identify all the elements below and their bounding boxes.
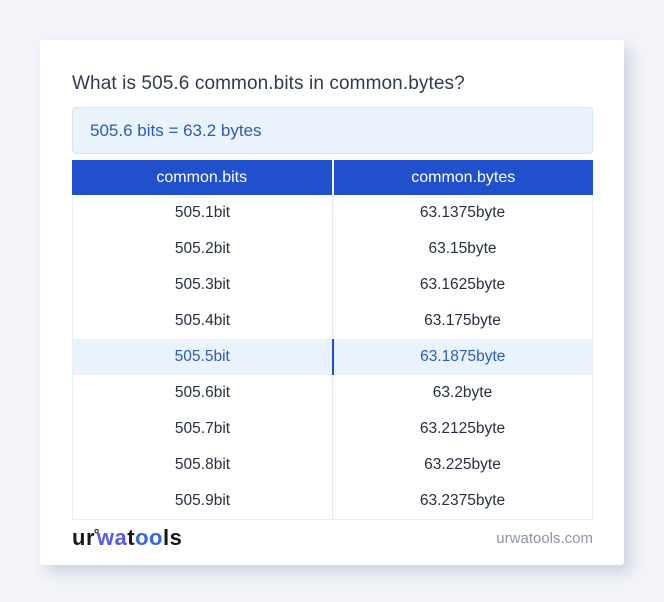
conversion-result-text: 505.6 bits = 63.2 bytes (90, 120, 262, 140)
bits-value-cell[interactable]: 505.6bit (73, 375, 333, 411)
table-row: 505.9bit 63.2375byte (73, 483, 592, 519)
table-row: 505.4bit 63.175byte (73, 303, 592, 339)
column-header-bits: common.bits (72, 160, 334, 195)
bits-value-cell[interactable]: 505.9bit (73, 483, 333, 519)
converter-card: What is 505.6 common.bits in common.byte… (40, 40, 624, 565)
table-row: 505.6bit 63.2byte (73, 375, 592, 411)
table-row: 505.5bit 63.1875byte (73, 339, 592, 375)
bytes-value-cell[interactable]: 63.1875byte (420, 348, 506, 365)
conversion-table-header: common.bits common.bytes (72, 160, 593, 195)
column-header-bytes: common.bytes (411, 168, 516, 186)
logo-text-segment: t (127, 525, 136, 550)
table-row: 505.7bit 63.2125byte (73, 411, 592, 447)
table-row: 505.1bit 63.1375byte (73, 195, 592, 231)
conversion-table: common.bits common.bytes 505.1bit 63.1375… (72, 160, 593, 520)
urwatools-logo[interactable]: ur°watools (72, 525, 182, 551)
logo-ring-mark: ° (93, 526, 100, 542)
bits-value-cell[interactable]: 505.3bit (73, 267, 333, 303)
logo-text-segment: oo (135, 525, 163, 550)
bits-value-cell[interactable]: 505.2bit (73, 231, 333, 267)
bytes-value-cell[interactable]: 63.2375byte (419, 492, 506, 509)
bytes-value-cell[interactable]: 63.1625byte (419, 276, 506, 293)
card-footer: ur°watools urwatools.com (72, 522, 593, 554)
bytes-value-cell[interactable]: 63.1375byte (419, 204, 506, 221)
logo-text-segment: ur (72, 525, 95, 550)
bytes-value-cell[interactable]: 63.15byte (428, 240, 497, 257)
site-url: urwatools.com (496, 529, 593, 547)
conversion-result-box: 505.6 bits = 63.2 bytes (72, 107, 593, 154)
bytes-value-cell[interactable]: 63.175byte (424, 312, 501, 329)
table-row: 505.2bit 63.15byte (73, 231, 592, 267)
logo-text-segment: wa (96, 525, 128, 550)
table-row: 505.3bit 63.1625byte (73, 267, 592, 303)
bits-value-cell[interactable]: 505.8bit (73, 447, 333, 483)
bits-value-cell[interactable]: 505.7bit (73, 411, 333, 447)
table-row: 505.8bit 63.225byte (73, 447, 592, 483)
conversion-table-body: 505.1bit 63.1375byte 505.2bit 63.15byte 505.… (72, 195, 593, 520)
page-title: What is 505.6 common.bits in common.byte… (72, 73, 465, 94)
bytes-value-cell[interactable]: 63.2byte (432, 384, 493, 401)
bits-value-cell[interactable]: 505.5bit (73, 339, 334, 375)
bits-value-cell[interactable]: 505.4bit (73, 303, 333, 339)
logo-text-segment: ls (162, 525, 183, 550)
bytes-value-cell[interactable]: 63.2125byte (419, 420, 506, 437)
bits-value-cell[interactable]: 505.1bit (73, 195, 333, 231)
bytes-value-cell[interactable]: 63.225byte (424, 456, 501, 473)
